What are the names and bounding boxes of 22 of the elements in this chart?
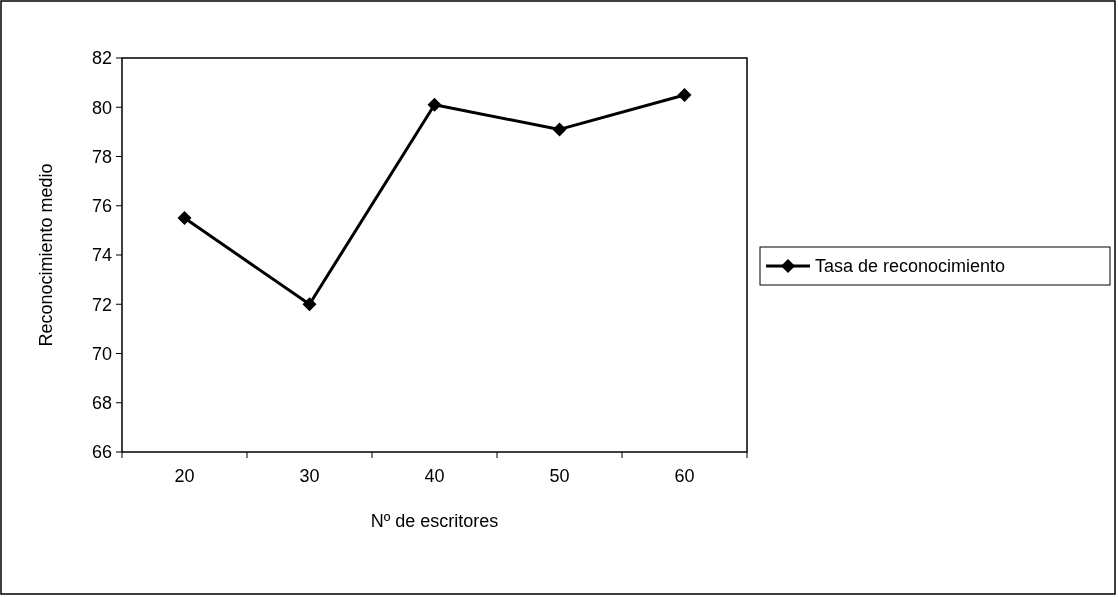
y-tick-label: 76 <box>91 196 112 217</box>
y-tick-label: 74 <box>91 245 112 266</box>
point <box>302 297 317 312</box>
x-tick-label: 60 <box>674 466 695 486</box>
y-axis-title: Reconocimiento medio <box>36 163 56 347</box>
x-tick-label: 50 <box>549 466 570 486</box>
y-tick-label: 68 <box>91 393 112 414</box>
point <box>677 87 692 102</box>
x-tick-label: 40 <box>424 466 445 486</box>
y-tick-label: 82 <box>91 48 112 69</box>
y-tick-label: 78 <box>91 146 112 167</box>
y-tick-label: 72 <box>91 294 112 315</box>
x-tick-label: 30 <box>299 466 320 486</box>
point <box>552 122 567 137</box>
legend-label: Tasa de reconocimiento <box>815 256 1006 277</box>
point <box>427 97 442 112</box>
x-tick-label: 20 <box>174 466 195 486</box>
point <box>177 211 192 226</box>
x-axis-title: Nº de escritores <box>370 511 499 531</box>
y-tick-label: 70 <box>91 343 112 364</box>
y-tick-label: 66 <box>91 442 112 463</box>
y-tick-label: 80 <box>91 97 112 118</box>
